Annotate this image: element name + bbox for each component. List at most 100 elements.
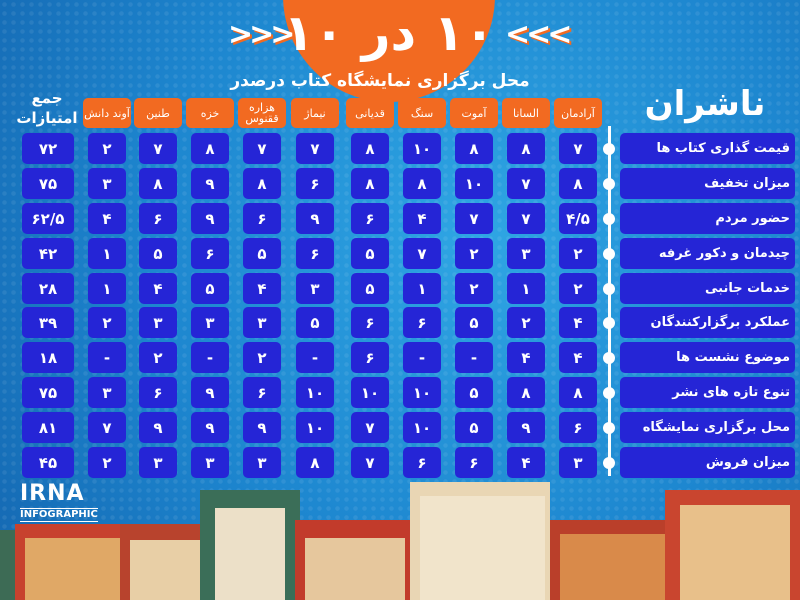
score-cell: ۷ xyxy=(139,133,177,164)
score-cell: ۵ xyxy=(455,307,493,338)
column-header-publisher: آموت xyxy=(450,98,498,128)
score-cell: ۳ xyxy=(191,447,229,478)
score-cell: ۳ xyxy=(243,447,281,478)
score-cell: ۹ xyxy=(191,377,229,408)
score-cell: ۷ xyxy=(403,238,441,269)
score-cell: ۸ xyxy=(191,133,229,164)
score-cell: ۲ xyxy=(559,238,597,269)
total-cell: ۴۵ xyxy=(22,447,74,478)
criterion-label: تنوع تازه های نشر xyxy=(620,377,795,408)
score-cell: ۷ xyxy=(455,203,493,234)
score-cell: ۳ xyxy=(507,238,545,269)
score-cell: ۷ xyxy=(507,203,545,234)
score-cell: ۱۰ xyxy=(296,377,334,408)
score-cell: ۹ xyxy=(139,412,177,443)
score-cell: ۳ xyxy=(88,377,126,408)
score-cell: ۵ xyxy=(191,273,229,304)
score-cell: ۶ xyxy=(139,203,177,234)
column-header-publisher: نیماژ xyxy=(291,98,339,128)
timeline-dot xyxy=(603,143,615,155)
score-cell: ۶ xyxy=(139,377,177,408)
score-cell: ۴ xyxy=(139,273,177,304)
timeline-dot xyxy=(603,248,615,260)
subtitle: محل برگزاری نمایشگاه کتاب درصدر xyxy=(230,71,530,91)
timeline-dot xyxy=(603,317,615,329)
score-cell: ۳ xyxy=(191,307,229,338)
score-cell: ۴ xyxy=(559,307,597,338)
score-cell: ۴ xyxy=(88,203,126,234)
score-cell: ۷ xyxy=(351,412,389,443)
score-cell: - xyxy=(296,342,334,373)
score-cell: ۶ xyxy=(403,307,441,338)
score-cell: ۵ xyxy=(455,377,493,408)
criterion-label: موضوع نشست ها xyxy=(620,342,795,373)
column-header-publisher: آرادمان xyxy=(554,98,602,128)
score-cell: ۱۰ xyxy=(351,377,389,408)
criterion-label: چیدمان و دکور غرفه xyxy=(620,238,795,269)
total-cell: ۷۲ xyxy=(22,133,74,164)
score-cell: ۳ xyxy=(296,273,334,304)
score-cell: ۸ xyxy=(351,168,389,199)
score-cell: ۷ xyxy=(296,133,334,164)
score-cell: ۷ xyxy=(243,133,281,164)
score-cell: ۴ xyxy=(403,203,441,234)
score-cell: ۱ xyxy=(88,238,126,269)
score-cell: ۱ xyxy=(507,273,545,304)
score-cell: ۳ xyxy=(243,307,281,338)
chevrons-right-icon: >>> xyxy=(228,17,295,52)
score-cell: ۸ xyxy=(403,168,441,199)
score-cell: ۸ xyxy=(559,168,597,199)
column-header-publisher: سنگ xyxy=(398,98,446,128)
total-cell: ۱۸ xyxy=(22,342,74,373)
score-cell: ۵ xyxy=(243,238,281,269)
score-cell: ۸ xyxy=(296,447,334,478)
score-cell: ۶ xyxy=(243,377,281,408)
score-cell: ۲ xyxy=(455,273,493,304)
criterion-label: میزان تخفیف xyxy=(620,168,795,199)
score-cell: ۱۰ xyxy=(403,377,441,408)
timeline-dot xyxy=(603,283,615,295)
score-cell: ۹ xyxy=(243,412,281,443)
score-cell: ۱۰ xyxy=(455,168,493,199)
score-cell: ۲ xyxy=(507,307,545,338)
score-cell: ۲ xyxy=(88,447,126,478)
score-cell: ۵ xyxy=(296,307,334,338)
timeline-dot xyxy=(603,352,615,364)
score-cell: ۸ xyxy=(243,168,281,199)
score-cell: ۷ xyxy=(88,412,126,443)
column-header-publisher: قدیانی xyxy=(346,98,394,128)
column-header-publisher: خزه xyxy=(186,98,234,128)
score-cell: ۸ xyxy=(139,168,177,199)
timeline-dot xyxy=(603,178,615,190)
main-title: ۱۰ در ۱۰ xyxy=(283,4,495,62)
score-cell: ۶ xyxy=(243,203,281,234)
criterion-label: محل برگزاری نمایشگاه xyxy=(620,412,795,443)
score-cell: - xyxy=(88,342,126,373)
chevrons-left-icon: <<< xyxy=(505,17,572,52)
score-cell: ۴ xyxy=(507,342,545,373)
score-cell: ۸ xyxy=(507,133,545,164)
score-cell: ۴ xyxy=(243,273,281,304)
score-cell: ۳ xyxy=(559,447,597,478)
total-header: جمع امتیازات xyxy=(16,89,78,127)
score-cell: ۶ xyxy=(351,203,389,234)
score-cell: - xyxy=(455,342,493,373)
total-cell: ۷۵ xyxy=(22,168,74,199)
column-header-publisher: آوند دانش xyxy=(83,98,131,128)
score-cell: ۳ xyxy=(139,307,177,338)
logo-sub: INFOGRAPHIC xyxy=(20,508,98,522)
score-cell: ۱۰ xyxy=(403,133,441,164)
score-cell: ۹ xyxy=(191,168,229,199)
score-cell: ۶ xyxy=(351,342,389,373)
score-cell: ۹ xyxy=(191,203,229,234)
total-cell: ۳۹ xyxy=(22,307,74,338)
score-cell: ۸ xyxy=(507,377,545,408)
criterion-label: حضور مردم xyxy=(620,203,795,234)
score-cell: ۷ xyxy=(351,447,389,478)
score-cell: ۹ xyxy=(191,412,229,443)
timeline-dot xyxy=(603,422,615,434)
score-cell: ۸ xyxy=(351,133,389,164)
total-cell: ۷۵ xyxy=(22,377,74,408)
score-cell: ۲ xyxy=(88,133,126,164)
